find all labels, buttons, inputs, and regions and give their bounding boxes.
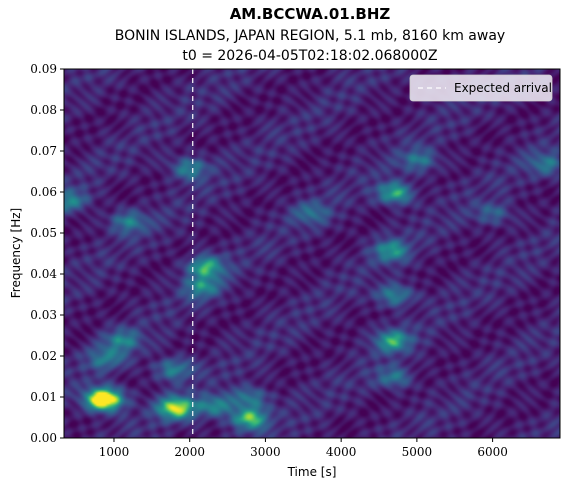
- x-tick-label: 4000: [326, 445, 357, 459]
- legend-label: Expected arrival: [454, 81, 552, 95]
- y-tick-label: 0.06: [30, 185, 57, 199]
- spectrogram-heatmap: [64, 69, 560, 438]
- y-tick-label: 0.01: [30, 390, 57, 404]
- y-axis-label: Frequency [Hz]: [9, 208, 23, 299]
- x-tick-label: 2000: [174, 445, 205, 459]
- x-tick-label: 5000: [402, 445, 433, 459]
- x-axis-label: Time [s]: [287, 465, 337, 479]
- plot-area: [63, 68, 561, 439]
- chart-title: AM.BCCWA.01.BHZ: [230, 5, 391, 23]
- y-axis: 0.00 0.01 0.02 0.03 0.04 0.05 0.06 0.07 0.08 0.09: [30, 62, 64, 445]
- legend-box: [409, 74, 553, 102]
- y-tick-label: 0.02: [30, 349, 57, 363]
- y-tick-label: 0.08: [30, 103, 57, 117]
- chart-subtitle-origin-time: t0 = 2026-04-05T02:18:02.068000Z: [182, 48, 437, 64]
- legend: Expected arrival: [409, 74, 553, 102]
- x-tick-label: 3000: [250, 445, 281, 459]
- y-tick-label: 0.05: [30, 226, 57, 240]
- chart-subtitle-event: BONIN ISLANDS, JAPAN REGION, 5.1 mb, 816…: [115, 28, 505, 44]
- y-tick-label: 0.07: [30, 144, 57, 158]
- y-tick-label: 0.04: [30, 267, 57, 281]
- plot-frame: [63, 68, 561, 439]
- y-tick-label: 0.00: [30, 431, 57, 445]
- x-tick-label: 1000: [99, 445, 130, 459]
- x-axis: 1000 2000 3000 4000 5000 6000: [99, 438, 508, 459]
- y-tick-label: 0.03: [30, 308, 57, 322]
- x-tick-label: 6000: [477, 445, 508, 459]
- y-tick-label: 0.09: [30, 62, 57, 76]
